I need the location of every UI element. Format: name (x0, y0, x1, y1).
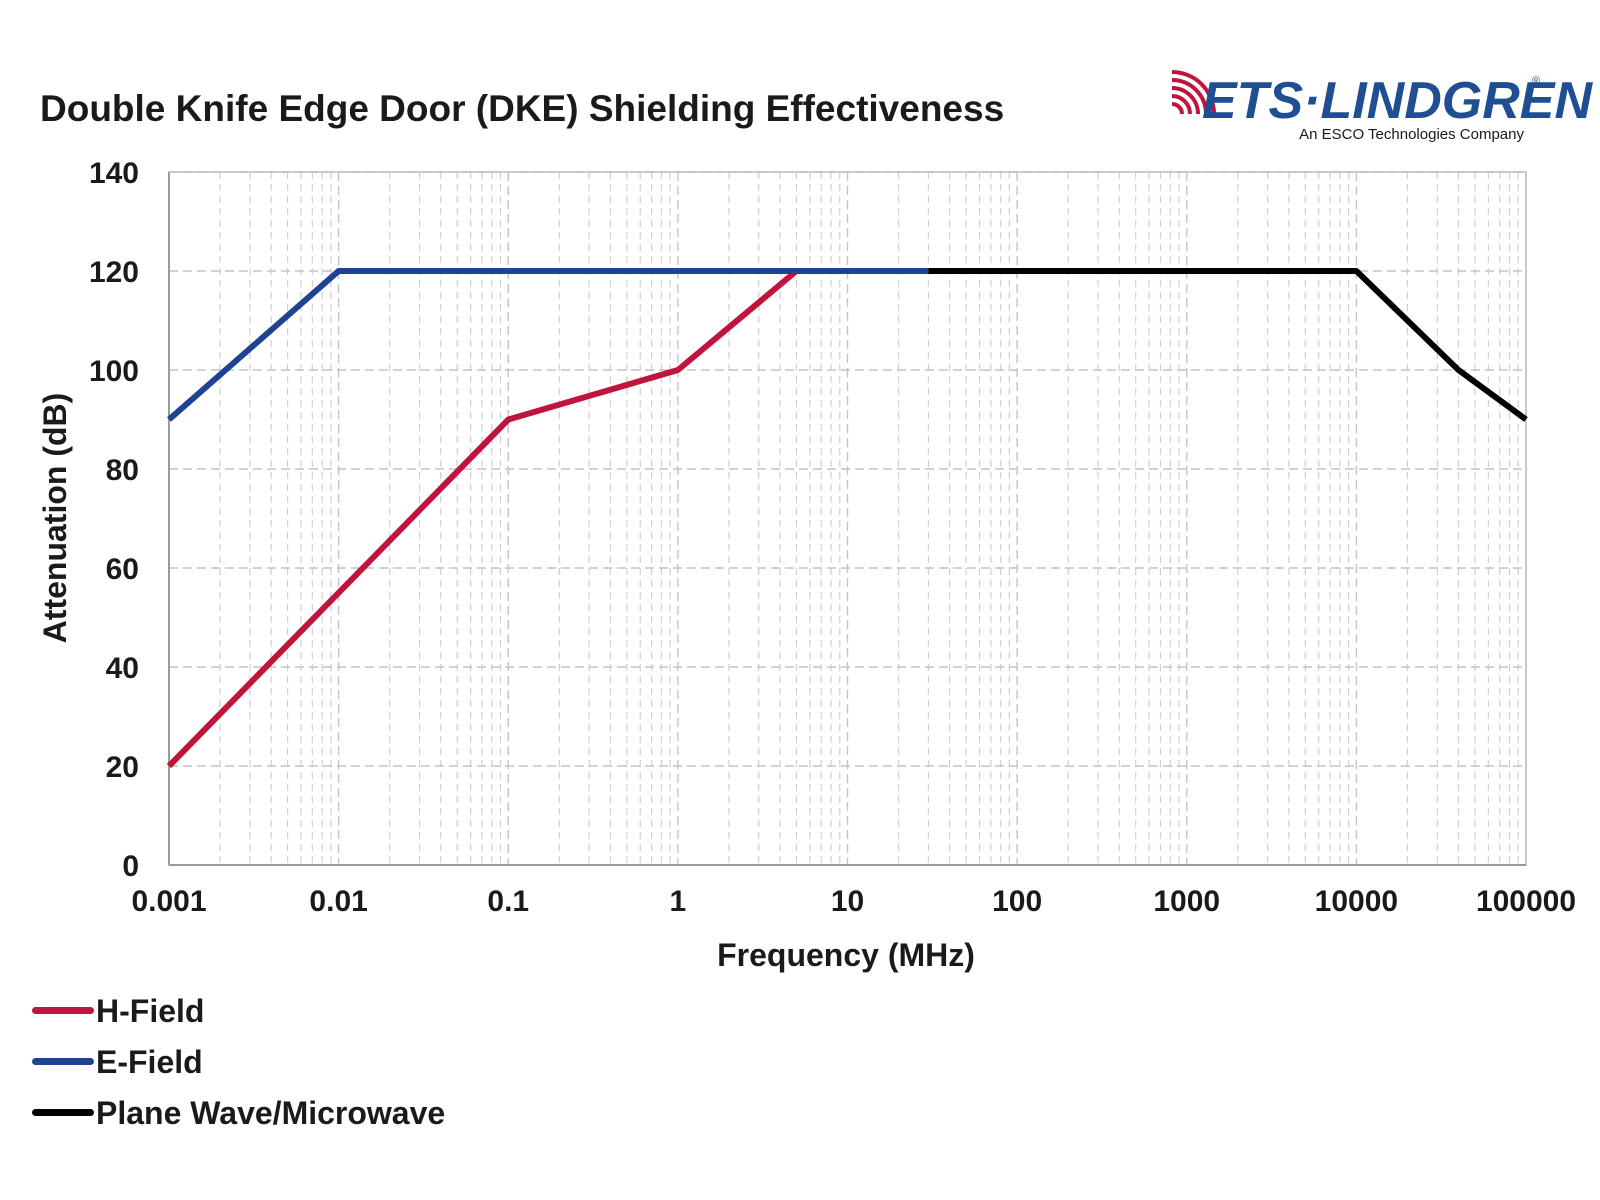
logo-wordmark: ETS·LINDGREN (1202, 72, 1593, 130)
logo-wave-icon (1171, 70, 1216, 115)
legend-label-h-field: H-Field (96, 992, 205, 1029)
logo-tagline: An ESCO Technologies Company (1299, 126, 1524, 143)
legend-item-e-field: E-Field (32, 1036, 445, 1087)
plot-series (166, 268, 1528, 769)
grid (168, 171, 1527, 866)
x-tick-label: 0.001 (131, 885, 206, 918)
y-tick-label: 60 (106, 553, 139, 586)
x-tick-label: 1000 (1153, 885, 1220, 918)
logo-registered-mark: ® (1532, 75, 1540, 87)
y-tick-label: 40 (106, 652, 139, 685)
legend-label-plane-wave: Plane Wave/Microwave (96, 1094, 446, 1131)
company-logo: ETS·LINDGREN ® An ESCO Technologies Comp… (1171, 70, 1593, 143)
series-line-h-field (166, 268, 799, 769)
chart-title: Double Knife Edge Door (DKE) Shielding E… (40, 88, 1004, 129)
y-tick-label: 100 (89, 355, 139, 388)
y-tick-label: 0 (122, 850, 139, 883)
logo-wave-arc (1171, 70, 1216, 115)
logo-wave-arc (1171, 102, 1184, 115)
legend-swatch-h-field (32, 1007, 94, 1014)
x-tick-label: 10 (831, 885, 864, 918)
y-tick-label: 140 (89, 157, 139, 190)
x-tick-label: 1 (670, 885, 687, 918)
tick-labels: 0.001 0.01 0.1 1 10 100 1000 10000 100000 0 20 40 60… (89, 157, 1576, 918)
logo-wave-arc (1171, 94, 1192, 115)
legend-label-e-field: E-Field (96, 1043, 203, 1080)
x-tick-label: 0.01 (309, 885, 367, 918)
y-tick-label: 120 (89, 256, 139, 289)
legend-item-plane-wave: Plane Wave/Microwave (32, 1087, 445, 1138)
logo-wave-arc (1171, 86, 1200, 115)
legend-swatch-e-field (32, 1058, 94, 1065)
y-axis-label: Attenuation (dB) (37, 393, 73, 644)
legend-item-h-field: H-Field (32, 985, 445, 1036)
x-axis-label: Frequency (MHz) (717, 937, 975, 973)
x-tick-label: 10000 (1315, 885, 1398, 918)
x-tick-label: 100000 (1476, 885, 1576, 918)
y-tick-label: 20 (106, 751, 139, 784)
x-tick-label: 0.1 (487, 885, 529, 918)
axes (168, 171, 1527, 866)
legend-swatch-plane-wave (32, 1109, 94, 1116)
series-line-e-field (167, 268, 929, 422)
y-tick-label: 80 (106, 454, 139, 487)
logo-wave-arc (1171, 78, 1208, 115)
series-line-plane-wave-microwave (928, 268, 1528, 422)
x-tick-label: 100 (992, 885, 1042, 918)
legend: H-Field E-Field Plane Wave/Microwave (32, 985, 445, 1138)
